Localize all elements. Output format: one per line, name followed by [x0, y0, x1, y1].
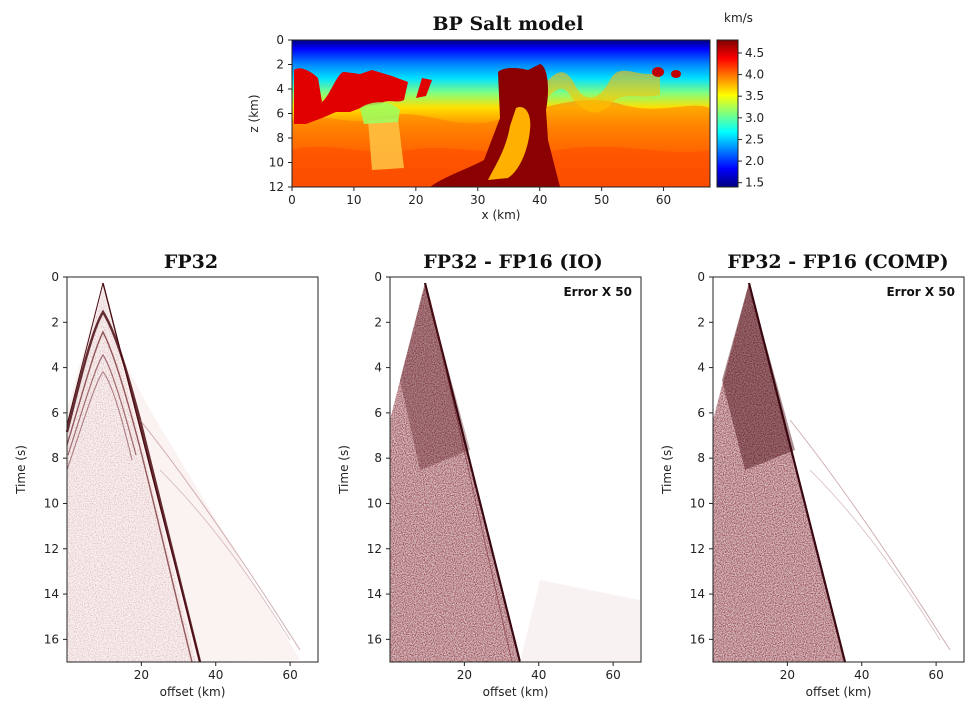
y-tick-label: 4 — [276, 82, 284, 96]
io-panel: FP32 - FP16 (IO) Error X 50 20 40 60 0 2 4 6 8 1… — [337, 251, 642, 699]
x-tick-label: 40 — [531, 668, 546, 682]
y-tick-label: 4 — [697, 361, 705, 375]
y-tick-label: 8 — [276, 131, 284, 145]
y-tick-label: 10 — [690, 496, 705, 510]
x-tick-label: 10 — [346, 193, 361, 207]
y-tick-label: 0 — [697, 270, 705, 284]
x-tick-label: 40 — [532, 193, 547, 207]
colorbar-label: km/s — [724, 11, 753, 25]
fp32-axes: 20 40 60 0 2 4 6 8 10 12 14 16 offset (km) Time (s) — [14, 270, 298, 699]
y-tick-label: 12 — [690, 542, 705, 556]
x-tick-label: 20 — [134, 668, 149, 682]
x-axis-label: x (km) — [482, 208, 521, 222]
x-tick-label: 0 — [288, 193, 296, 207]
fp32-title: FP32 — [164, 251, 218, 273]
x-tick-label: 50 — [594, 193, 609, 207]
io-image — [390, 277, 641, 663]
fp32-panel: FP32 20 40 60 0 2 4 6 8 10 12 14 16 offset (km) Time … — [14, 251, 319, 699]
y-tick-label: 14 — [690, 587, 705, 601]
colorbar-tick-label: 4.0 — [745, 68, 764, 82]
y-tick-label: 10 — [367, 496, 382, 510]
y-tick-label: 4 — [374, 361, 382, 375]
x-tick-label: 20 — [457, 668, 472, 682]
colorbar-tick-label: 4.5 — [745, 46, 764, 60]
y-tick-label: 8 — [374, 451, 382, 465]
y-tick-label: 16 — [690, 632, 705, 646]
x-tick-label: 40 — [854, 668, 869, 682]
y-tick-label: 14 — [44, 587, 59, 601]
x-tick-label: 30 — [470, 193, 485, 207]
y-tick-label: 0 — [51, 270, 59, 284]
y-tick-label: 12 — [44, 542, 59, 556]
y-tick-label: 4 — [51, 361, 59, 375]
y-tick-label: 12 — [269, 180, 284, 194]
comp-panel: FP32 - FP16 (COMP) Error X 50 20 40 60 0 2 4 6… — [660, 251, 965, 699]
colorbar-tick-label: 2.5 — [745, 132, 764, 146]
y-tick-label: 2 — [51, 315, 59, 329]
colorbar-tick-label: 2.0 — [745, 154, 764, 168]
io-annotation: Error X 50 — [563, 285, 632, 299]
x-tick-label: 60 — [605, 668, 620, 682]
model-colorbar: km/s 1.5 2.0 2.5 3.0 3.5 4.0 4.5 — [716, 11, 764, 190]
y-tick-label: 0 — [276, 33, 284, 47]
y-tick-label: 10 — [44, 496, 59, 510]
y-tick-label: 6 — [51, 406, 59, 420]
y-tick-label: 6 — [276, 107, 284, 121]
y-tick-label: 6 — [697, 406, 705, 420]
y-tick-label: 10 — [269, 156, 284, 170]
model-title: BP Salt model — [433, 13, 584, 35]
x-axis-label: offset (km) — [806, 685, 872, 699]
colorbar-tick-label: 3.0 — [745, 111, 764, 125]
y-tick-label: 0 — [374, 270, 382, 284]
y-tick-label: 12 — [367, 542, 382, 556]
x-axis-label: offset (km) — [483, 685, 549, 699]
y-tick-label: 2 — [697, 315, 705, 329]
comp-title: FP32 - FP16 (COMP) — [727, 251, 948, 273]
y-tick-label: 16 — [44, 632, 59, 646]
model-panel: BP Salt model 0 10 20 30 40 50 60 0 2 4 6 8 10 12 x (k… — [247, 11, 764, 222]
y-tick-label: 8 — [51, 451, 59, 465]
y-axis-label: Time (s) — [337, 445, 351, 495]
x-tick-label: 60 — [656, 193, 671, 207]
fp32-image — [65, 277, 318, 663]
comp-axes: 20 40 60 0 2 4 6 8 10 12 14 16 offset (km) Time (s) — [660, 270, 944, 699]
x-tick-label: 20 — [408, 193, 423, 207]
comp-image — [713, 277, 964, 663]
io-title: FP32 - FP16 (IO) — [423, 251, 603, 273]
y-axis-label: Time (s) — [660, 445, 674, 495]
y-axis-label: Time (s) — [14, 445, 28, 495]
x-tick-label: 20 — [780, 668, 795, 682]
x-tick-label: 60 — [282, 668, 297, 682]
comp-annotation: Error X 50 — [886, 285, 955, 299]
y-axis-label: z (km) — [247, 94, 261, 132]
y-tick-label: 8 — [697, 451, 705, 465]
colorbar-tick-label: 3.5 — [745, 89, 764, 103]
x-axis-label: offset (km) — [160, 685, 226, 699]
model-axes: 0 10 20 30 40 50 60 0 2 4 6 8 10 12 x (km) z (km) — [247, 33, 671, 222]
colorbar-tick-label: 1.5 — [745, 176, 764, 190]
y-tick-label: 14 — [367, 587, 382, 601]
y-tick-label: 2 — [374, 315, 382, 329]
y-tick-label: 6 — [374, 406, 382, 420]
x-tick-label: 60 — [928, 668, 943, 682]
x-tick-label: 40 — [208, 668, 223, 682]
model-image — [292, 40, 710, 187]
y-tick-label: 16 — [367, 632, 382, 646]
y-tick-label: 2 — [276, 58, 284, 72]
io-axes: 20 40 60 0 2 4 6 8 10 12 14 16 offset (km) Time (s) — [337, 270, 621, 699]
